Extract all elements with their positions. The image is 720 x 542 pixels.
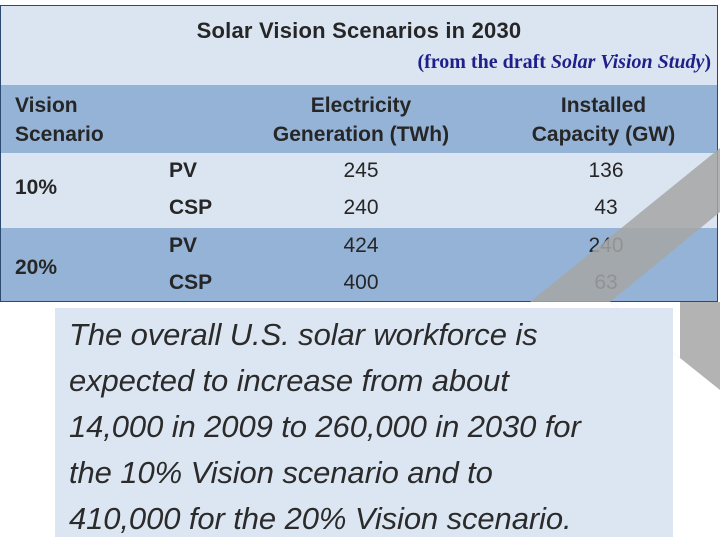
tech-label: PV xyxy=(169,234,198,257)
generation-value: 245 xyxy=(343,159,379,182)
tech-label: CSP xyxy=(169,271,213,294)
callout-line: expected to increase from about xyxy=(69,363,509,398)
scenario-group-20: 20% PV 424 240 CSP 400 63 xyxy=(1,228,717,301)
callout-line: 410,000 for the 20% Vision scenario. xyxy=(69,501,572,536)
scenario-label: 20% xyxy=(15,256,58,279)
callout-line: the 10% Vision scenario and to xyxy=(69,455,493,490)
scenario-table: Solar Vision Scenarios in 2030 (from the… xyxy=(0,5,718,302)
generation-value: 424 xyxy=(343,234,379,257)
capacity-value: 43 xyxy=(594,196,618,219)
header-installed-capacity: Installed Capacity (GW) xyxy=(491,91,716,149)
callout-line: The overall U.S. solar workforce is xyxy=(69,317,538,352)
tech-label: CSP xyxy=(169,196,213,219)
header-col1-line1: Vision xyxy=(15,94,78,117)
header-col2-line1: Electricity xyxy=(310,94,412,117)
subtitle-suffix: ) xyxy=(704,51,711,73)
header-col3-line1: Installed xyxy=(560,94,647,117)
capacity-value: 136 xyxy=(588,159,624,182)
scenario-group-10: 10% PV 245 136 CSP 240 43 xyxy=(1,153,717,228)
capacity-value: 63 xyxy=(594,271,618,294)
generation-value: 400 xyxy=(343,271,379,294)
workforce-callout: The overall U.S. solar workforce is expe… xyxy=(55,308,673,537)
header-col1-line2: Scenario xyxy=(15,123,104,146)
header-vision-scenario: Vision Scenario xyxy=(15,91,104,149)
subtitle-study-name: Solar Vision Study xyxy=(550,51,705,73)
table-header-row: Vision Scenario Electricity Generation (… xyxy=(1,85,717,153)
generation-value: 240 xyxy=(343,196,379,219)
header-electricity-generation: Electricity Generation (TWh) xyxy=(241,91,481,149)
tech-label: PV xyxy=(169,159,198,182)
table-title-band: Solar Vision Scenarios in 2030 (from the… xyxy=(1,6,717,85)
header-col2-line2: Generation (TWh) xyxy=(272,123,450,146)
subtitle-prefix: (from the draft xyxy=(417,51,551,73)
scenario-label: 10% xyxy=(15,176,58,199)
header-col3-line2: Capacity (GW) xyxy=(531,123,676,146)
callout-line: 14,000 in 2009 to 260,000 in 2030 for xyxy=(69,409,581,444)
table-title: Solar Vision Scenarios in 2030 xyxy=(196,18,522,43)
table-subtitle: (from the draft Solar Vision Study) xyxy=(417,51,711,74)
capacity-value: 240 xyxy=(588,234,624,257)
